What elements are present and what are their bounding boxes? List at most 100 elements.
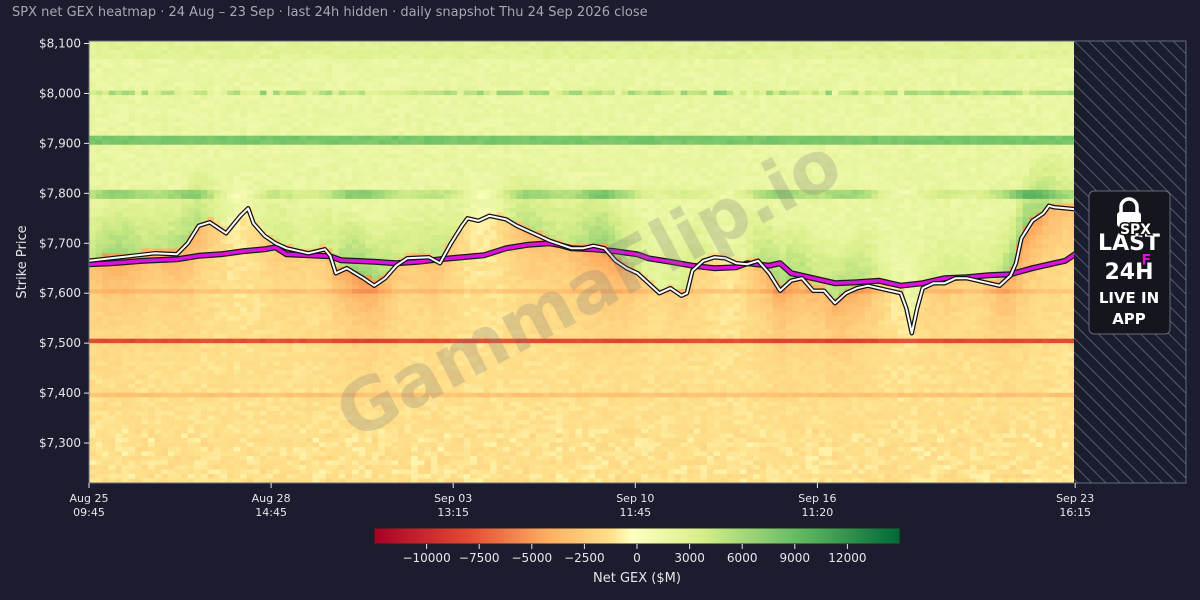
heatmap-cell bbox=[371, 361, 379, 367]
heatmap-cell bbox=[299, 284, 307, 290]
heatmap-cell bbox=[240, 338, 248, 344]
heatmap-cell bbox=[135, 365, 143, 371]
heatmap-cell bbox=[305, 140, 314, 146]
heatmap-cell bbox=[181, 198, 189, 204]
heatmap-cell bbox=[365, 464, 373, 471]
heatmap-cell bbox=[299, 108, 307, 114]
heatmap-cell bbox=[187, 77, 195, 83]
heatmap-cell bbox=[121, 406, 130, 412]
heatmap-cell bbox=[135, 478, 143, 483]
heatmap-cell bbox=[279, 59, 287, 65]
heatmap-cell bbox=[365, 189, 373, 195]
heatmap-cell bbox=[102, 153, 110, 159]
heatmap-cell bbox=[325, 63, 333, 69]
heatmap-cell bbox=[161, 383, 169, 389]
heatmap-cell bbox=[259, 383, 268, 389]
heatmap-cell bbox=[102, 225, 110, 232]
heatmap-cell bbox=[213, 469, 222, 475]
heatmap-cell bbox=[102, 198, 110, 204]
heatmap-cell bbox=[213, 280, 222, 286]
heatmap-cell bbox=[266, 216, 274, 223]
heatmap-cell bbox=[338, 280, 347, 286]
heatmap-cell bbox=[417, 59, 425, 65]
heatmap-cell bbox=[161, 234, 169, 241]
heatmap-cell bbox=[253, 401, 261, 407]
heatmap-cell bbox=[181, 388, 189, 394]
heatmap-cell bbox=[338, 469, 347, 475]
heatmap-cell bbox=[391, 271, 399, 277]
heatmap-cell bbox=[325, 280, 333, 286]
heatmap-cell bbox=[220, 144, 228, 150]
heatmap-cell bbox=[141, 243, 149, 250]
heatmap-cell bbox=[213, 266, 222, 272]
heatmap-cell bbox=[286, 406, 294, 412]
heatmap-cell bbox=[305, 316, 314, 322]
heatmap-cell bbox=[246, 374, 254, 380]
heatmap-cell bbox=[305, 442, 314, 448]
heatmap-cell bbox=[299, 54, 307, 60]
heatmap-cell bbox=[338, 104, 347, 110]
heatmap-cell bbox=[240, 451, 248, 457]
heatmap-cell bbox=[240, 266, 248, 272]
heatmap-cell bbox=[89, 374, 97, 380]
heatmap-cell bbox=[384, 451, 393, 457]
heatmap-cell bbox=[154, 338, 162, 344]
heatmap-cell bbox=[273, 478, 281, 483]
heatmap-cell bbox=[121, 230, 130, 236]
heatmap-cell bbox=[154, 243, 162, 250]
heatmap-cell bbox=[365, 433, 373, 439]
heatmap-cell bbox=[121, 117, 130, 123]
heatmap-cell bbox=[411, 455, 419, 462]
heatmap-cell bbox=[365, 185, 373, 191]
heatmap-cell bbox=[181, 302, 189, 308]
heatmap-cell bbox=[279, 352, 287, 358]
heatmap-cell bbox=[141, 122, 149, 128]
heatmap-cell bbox=[181, 356, 189, 362]
heatmap-cell bbox=[292, 257, 300, 263]
heatmap-cell bbox=[187, 406, 195, 412]
heatmap-cell bbox=[286, 167, 294, 173]
heatmap-cell bbox=[305, 162, 314, 168]
heatmap-cell bbox=[246, 307, 254, 313]
heatmap-cell bbox=[253, 189, 261, 195]
heatmap-cell bbox=[128, 41, 136, 47]
heatmap-cell bbox=[358, 221, 366, 227]
heatmap-cell bbox=[292, 131, 300, 137]
heatmap-cell bbox=[181, 135, 189, 141]
heatmap-cell bbox=[220, 469, 228, 475]
heatmap-cell bbox=[312, 469, 320, 475]
heatmap-cell bbox=[384, 284, 393, 290]
heatmap-cell bbox=[220, 135, 228, 141]
heatmap-cell bbox=[345, 356, 353, 362]
heatmap-cell bbox=[384, 90, 393, 96]
heatmap-cell bbox=[325, 68, 333, 74]
heatmap-cell bbox=[351, 307, 360, 313]
heatmap-cell bbox=[417, 41, 425, 47]
heatmap-cell bbox=[95, 77, 103, 83]
heatmap-cell bbox=[213, 478, 222, 483]
heatmap-cell bbox=[167, 198, 176, 204]
heatmap-cell bbox=[233, 464, 241, 471]
heatmap-cell bbox=[108, 325, 116, 331]
heatmap-cell bbox=[102, 311, 110, 317]
heatmap-cell bbox=[220, 86, 228, 92]
heatmap-cell bbox=[384, 108, 393, 114]
heatmap-cell bbox=[358, 158, 366, 164]
heatmap-cell bbox=[351, 171, 360, 177]
heatmap-cell bbox=[128, 90, 136, 96]
heatmap-cell bbox=[404, 406, 412, 412]
heatmap-cell bbox=[128, 117, 136, 123]
heatmap-cell bbox=[135, 171, 143, 177]
heatmap-cell bbox=[325, 406, 333, 412]
heatmap-cell bbox=[411, 99, 419, 105]
heatmap-cell bbox=[121, 122, 130, 128]
heatmap-cell bbox=[213, 307, 222, 313]
heatmap-cell bbox=[338, 50, 347, 56]
heatmap-cell bbox=[299, 410, 307, 416]
heatmap-cell bbox=[345, 63, 353, 69]
heatmap-cell bbox=[194, 212, 202, 218]
heatmap-cell bbox=[312, 320, 320, 326]
heatmap-cell bbox=[246, 469, 254, 475]
heatmap-cell bbox=[378, 113, 386, 119]
heatmap-cell bbox=[213, 207, 222, 213]
